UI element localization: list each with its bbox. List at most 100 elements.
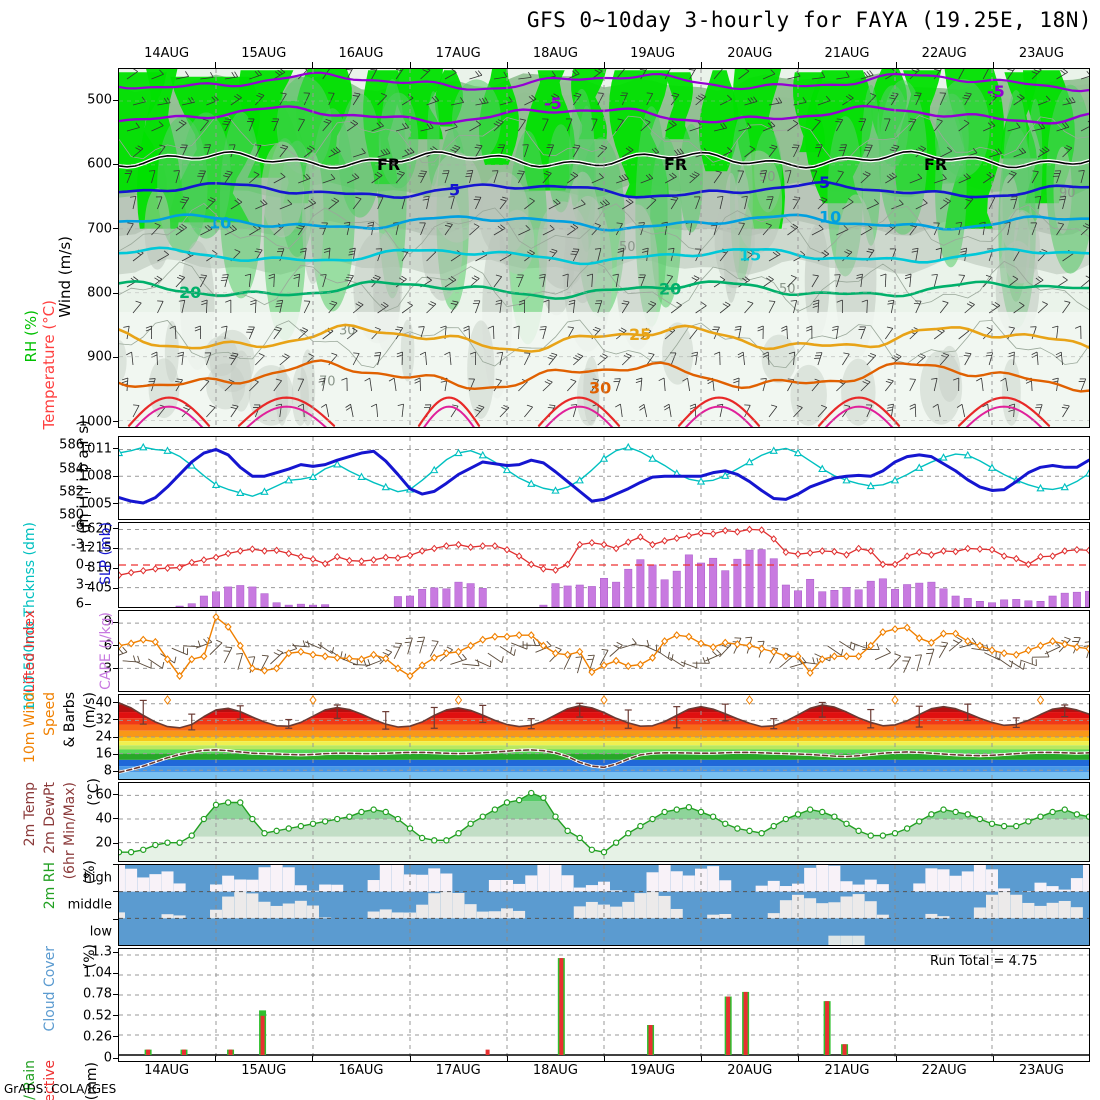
cape-bar	[430, 587, 439, 607]
cape-bar	[478, 588, 487, 607]
date-label-top: 18AUG	[532, 46, 578, 61]
axis-tick	[506, 62, 508, 68]
axis-tick-label: 0	[103, 1050, 112, 1066]
axis-tick-label: 1000	[78, 414, 112, 430]
svg-text:25: 25	[629, 325, 651, 344]
cape-bar	[466, 583, 475, 607]
axis-tick-mark	[113, 753, 119, 755]
svg-text:70: 70	[319, 374, 336, 389]
cape-bar	[684, 554, 693, 607]
cloud-cell	[282, 867, 295, 892]
cloud-cell	[1070, 907, 1083, 919]
svg-text:50: 50	[619, 240, 636, 255]
cape-bar	[636, 559, 645, 607]
cloud-cell	[319, 884, 332, 892]
precip-convective-bar	[842, 1044, 847, 1055]
cape-bar	[1060, 592, 1069, 607]
axis-tick-label: 584	[59, 461, 84, 477]
axis-tick-label: 16	[95, 746, 112, 762]
axis-tick-label: 405	[87, 580, 112, 596]
axis-tick-mark	[113, 228, 119, 230]
cloud-cell	[270, 865, 283, 892]
upper-air-panel: 30 50 50 70 90 90 -5 -5 FR FR FR 5 5 10 10 15 20 20 25 30	[118, 68, 1090, 428]
axis-tick-mark	[113, 621, 119, 623]
cape-bar	[309, 604, 317, 607]
cloud-cell	[379, 865, 392, 892]
axis-tick-mark	[85, 603, 91, 605]
cloud-cell	[391, 912, 404, 919]
svg-text:15: 15	[739, 246, 761, 265]
cape-bar	[212, 591, 220, 607]
axis-tick	[409, 62, 411, 68]
svg-text:10: 10	[209, 214, 231, 233]
cloud-cell	[779, 886, 792, 892]
axis-tick	[992, 1056, 994, 1062]
cloud-cell	[573, 906, 586, 919]
precip-convective-bar	[181, 1049, 186, 1055]
cloud-cell	[816, 865, 829, 892]
cloud-cell	[767, 913, 780, 919]
axis-tick	[604, 62, 605, 68]
cloud-cover-panel	[118, 864, 1090, 946]
cloud-cell	[634, 893, 647, 919]
date-label-top: 21AUG	[824, 46, 870, 61]
cape-bar	[963, 598, 972, 607]
axis-tick-label: 0	[75, 557, 84, 573]
axis-tick-label: 900	[87, 349, 112, 365]
cape-bar	[660, 579, 669, 607]
cape-bar	[648, 564, 657, 607]
cape-bar	[769, 558, 778, 607]
cloud-cell	[816, 903, 829, 919]
axis-tick	[506, 1056, 508, 1062]
cloud-cell	[973, 865, 986, 892]
axis-tick-label: 3	[75, 577, 84, 593]
cloud-cell	[549, 865, 562, 892]
cloud-cell	[391, 865, 404, 892]
svg-text:5: 5	[449, 180, 460, 199]
axis-tick-label: 1011	[78, 441, 112, 457]
cloud-cell	[440, 891, 453, 919]
axis-tick-mark	[113, 475, 119, 477]
date-label-top: 17AUG	[435, 46, 481, 61]
axis-tick-mark	[85, 514, 91, 516]
axis-title: (m i l l i b a r s)	[74, 420, 92, 534]
axis-tick	[409, 1056, 411, 1062]
cape-bar	[709, 557, 718, 607]
cloud-cell	[270, 905, 283, 919]
axis-tick-label: 6	[75, 596, 84, 612]
cape-bar	[624, 568, 633, 607]
cape-bar	[975, 601, 984, 607]
date-label-bottom: 17AUG	[435, 1063, 481, 1078]
svg-text:30: 30	[589, 379, 611, 398]
axis-tick-mark	[85, 544, 91, 546]
date-label-bottom: 20AUG	[727, 1063, 773, 1078]
svg-text:90: 90	[759, 170, 776, 185]
cloud-cell	[464, 904, 477, 919]
axis-tick-mark	[113, 292, 119, 294]
cloud-cell	[246, 893, 259, 919]
cloud-cell	[452, 893, 465, 919]
cloud-cell	[695, 868, 707, 892]
cloud-cell	[416, 904, 429, 919]
axis-tick-mark	[113, 1015, 119, 1017]
axis-tick-label: 1008	[78, 468, 112, 484]
cloud-cell	[513, 910, 526, 919]
cape-bar	[321, 604, 330, 607]
lifted-index-cape-panel	[118, 522, 1090, 608]
date-label-top: 20AUG	[727, 46, 773, 61]
cape-bar	[1036, 601, 1045, 607]
axis-tick	[701, 1056, 703, 1062]
cape-bar	[296, 603, 305, 607]
cloud-cell	[1083, 865, 1089, 892]
cloud-cell	[937, 916, 950, 919]
cloud-cell	[585, 901, 598, 919]
cape-bar	[721, 570, 730, 607]
axis-tick-label: 700	[87, 221, 112, 237]
page-title: GFS 0~10day 3-hourly for FAYA (19.25E, 1…	[526, 8, 1092, 32]
cloud-cell	[719, 880, 732, 892]
axis-tick-label: -3	[71, 537, 84, 553]
axis-tick-mark	[85, 564, 91, 566]
cloud-cell	[610, 906, 623, 919]
axis-tick-mark	[113, 448, 119, 450]
